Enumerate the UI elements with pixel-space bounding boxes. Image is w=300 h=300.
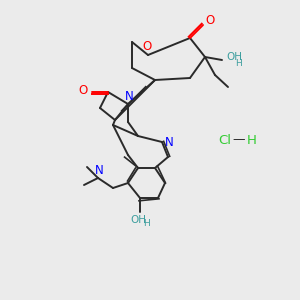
Text: H: H (247, 134, 257, 146)
Text: N: N (94, 164, 103, 178)
Text: —: — (233, 134, 245, 146)
Text: OH: OH (130, 215, 146, 225)
Text: H: H (144, 220, 150, 229)
Text: Cl: Cl (218, 134, 232, 146)
Text: H: H (235, 58, 242, 68)
Text: OH: OH (226, 52, 242, 62)
Text: O: O (142, 40, 152, 52)
Text: O: O (206, 14, 214, 28)
Text: O: O (78, 85, 88, 98)
Text: N: N (165, 136, 173, 149)
Text: N: N (124, 91, 134, 103)
